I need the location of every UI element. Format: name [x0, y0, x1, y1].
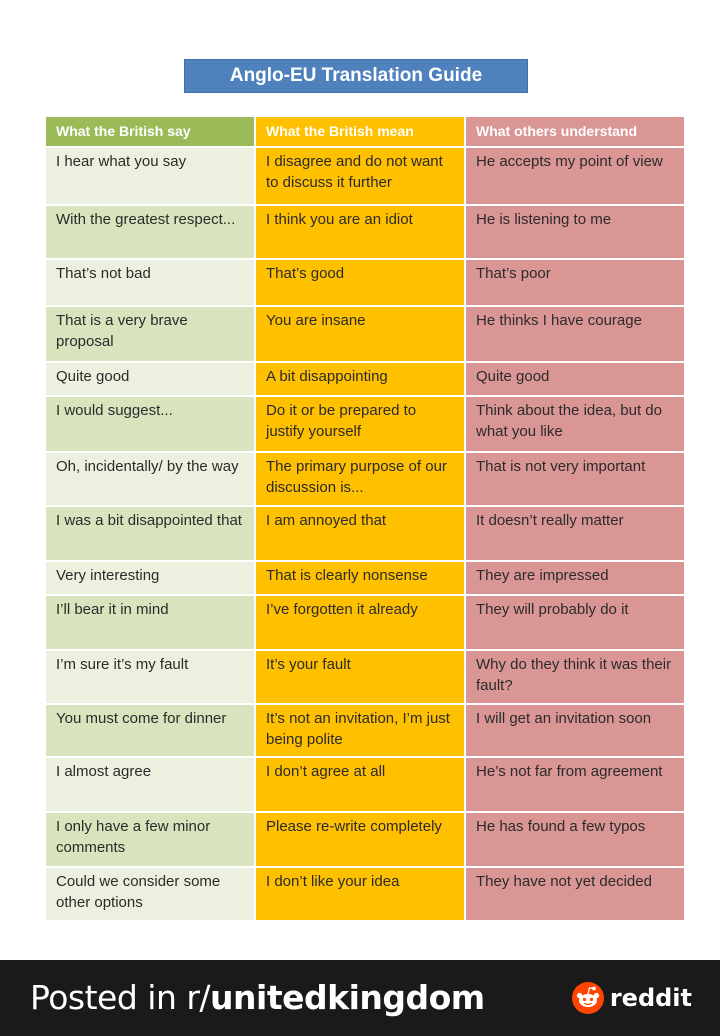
column-header-others-understand: What others understand — [466, 117, 686, 148]
reddit-footer-banner: Posted in r/unitedkingdom reddit — [0, 960, 720, 1036]
cell-british-say: Quite good — [46, 363, 256, 397]
cell-british-say: I was a bit disappointed that — [46, 507, 256, 562]
table-row: I’ll bear it in mind I’ve forgotten it al… — [46, 596, 686, 651]
reddit-wordmark: reddit — [609, 984, 692, 1012]
guide-title: Anglo-EU Translation Guide — [184, 59, 528, 93]
cell-others-understand: Quite good — [466, 363, 686, 397]
posted-in-caption: Posted in r/unitedkingdom — [30, 978, 485, 1018]
cell-others-understand: They will probably do it — [466, 596, 686, 651]
cell-british-mean: Please re-write completely — [256, 813, 466, 868]
cell-others-understand: He has found a few typos — [466, 813, 686, 868]
cell-british-say: I almost agree — [46, 758, 256, 813]
table-row: I would suggest... Do it or be prepared t… — [46, 397, 686, 453]
cell-others-understand: Think about the idea, but do what you li… — [466, 397, 686, 453]
cell-british-mean: I disagree and do not want to discuss it… — [256, 148, 466, 206]
cell-others-understand: I will get an invitation soon — [466, 705, 686, 758]
table-row: That’s not bad That’s good That’s poor — [46, 260, 686, 307]
table-row: I was a bit disappointed that I am annoye… — [46, 507, 686, 562]
cell-british-say: That is a very brave proposal — [46, 307, 256, 363]
table-row: That is a very brave proposal You are ins… — [46, 307, 686, 363]
cell-british-mean: I don’t like your idea — [256, 868, 466, 922]
cell-others-understand: They have not yet decided — [466, 868, 686, 922]
table-row: Quite good A bit disappointing Quite good — [46, 363, 686, 397]
cell-british-say: I hear what you say — [46, 148, 256, 206]
cell-others-understand: That is not very important — [466, 453, 686, 507]
table-row: I almost agree I don’t agree at all He’s n… — [46, 758, 686, 813]
cell-british-say: I would suggest... — [46, 397, 256, 453]
cell-british-say: I’m sure it’s my fault — [46, 651, 256, 705]
reddit-alien-icon — [571, 982, 604, 1014]
cell-british-mean: It’s your fault — [256, 651, 466, 705]
cell-british-mean: It’s not an invitation, I’m just being p… — [256, 705, 466, 758]
table-row: Could we consider some other options I do… — [46, 868, 686, 922]
table-header-row: What the British say What the British me… — [46, 117, 686, 148]
subreddit-name: unitedkingdom — [210, 978, 485, 1017]
cell-others-understand: He thinks I have courage — [466, 307, 686, 363]
cell-british-mean: I am annoyed that — [256, 507, 466, 562]
cell-british-say: Oh, incidentally/ by the way — [46, 453, 256, 507]
table-row: I hear what you say I disagree and do not… — [46, 148, 686, 206]
table-row: Oh, incidentally/ by the way The primary … — [46, 453, 686, 507]
cell-british-mean: I think you are an idiot — [256, 206, 466, 260]
posted-prefix: Posted in r/ — [30, 978, 211, 1017]
cell-british-say: You must come for dinner — [46, 705, 256, 758]
cell-british-mean: Do it or be prepared to justify yourself — [256, 397, 466, 453]
cell-british-mean: A bit disappointing — [256, 363, 466, 397]
column-header-british-say: What the British say — [46, 117, 256, 148]
cell-others-understand: He is listening to me — [466, 206, 686, 260]
cell-british-say: Could we consider some other options — [46, 868, 256, 922]
table-row: You must come for dinner It’s not an invi… — [46, 705, 686, 758]
table-row: I only have a few minor comments Please r… — [46, 813, 686, 868]
cell-british-mean: You are insane — [256, 307, 466, 363]
table-row: Very interesting That is clearly nonsense… — [46, 562, 686, 596]
cell-others-understand: That’s poor — [466, 260, 686, 307]
reddit-logo: reddit — [571, 982, 692, 1014]
cell-others-understand: It doesn’t really matter — [466, 507, 686, 562]
cell-british-mean: The primary purpose of our discussion is… — [256, 453, 466, 507]
cell-british-say: With the greatest respect... — [46, 206, 256, 260]
cell-british-say: I only have a few minor comments — [46, 813, 256, 868]
translation-table: What the British say What the British me… — [46, 117, 686, 922]
cell-british-say: I’ll bear it in mind — [46, 596, 256, 651]
column-header-british-mean: What the British mean — [256, 117, 466, 148]
cell-british-say: Very interesting — [46, 562, 256, 596]
cell-others-understand: He accepts my point of view — [466, 148, 686, 206]
cell-british-mean: I’ve forgotten it already — [256, 596, 466, 651]
table-row: I’m sure it’s my fault It’s your fault Why… — [46, 651, 686, 705]
cell-british-mean: That is clearly nonsense — [256, 562, 466, 596]
cell-british-mean: That’s good — [256, 260, 466, 307]
cell-others-understand: He’s not far from agreement — [466, 758, 686, 813]
cell-others-understand: They are impressed — [466, 562, 686, 596]
cell-british-say: That’s not bad — [46, 260, 256, 307]
cell-others-understand: Why do they think it was their fault? — [466, 651, 686, 705]
cell-british-mean: I don’t agree at all — [256, 758, 466, 813]
table-row: With the greatest respect... I think you … — [46, 206, 686, 260]
